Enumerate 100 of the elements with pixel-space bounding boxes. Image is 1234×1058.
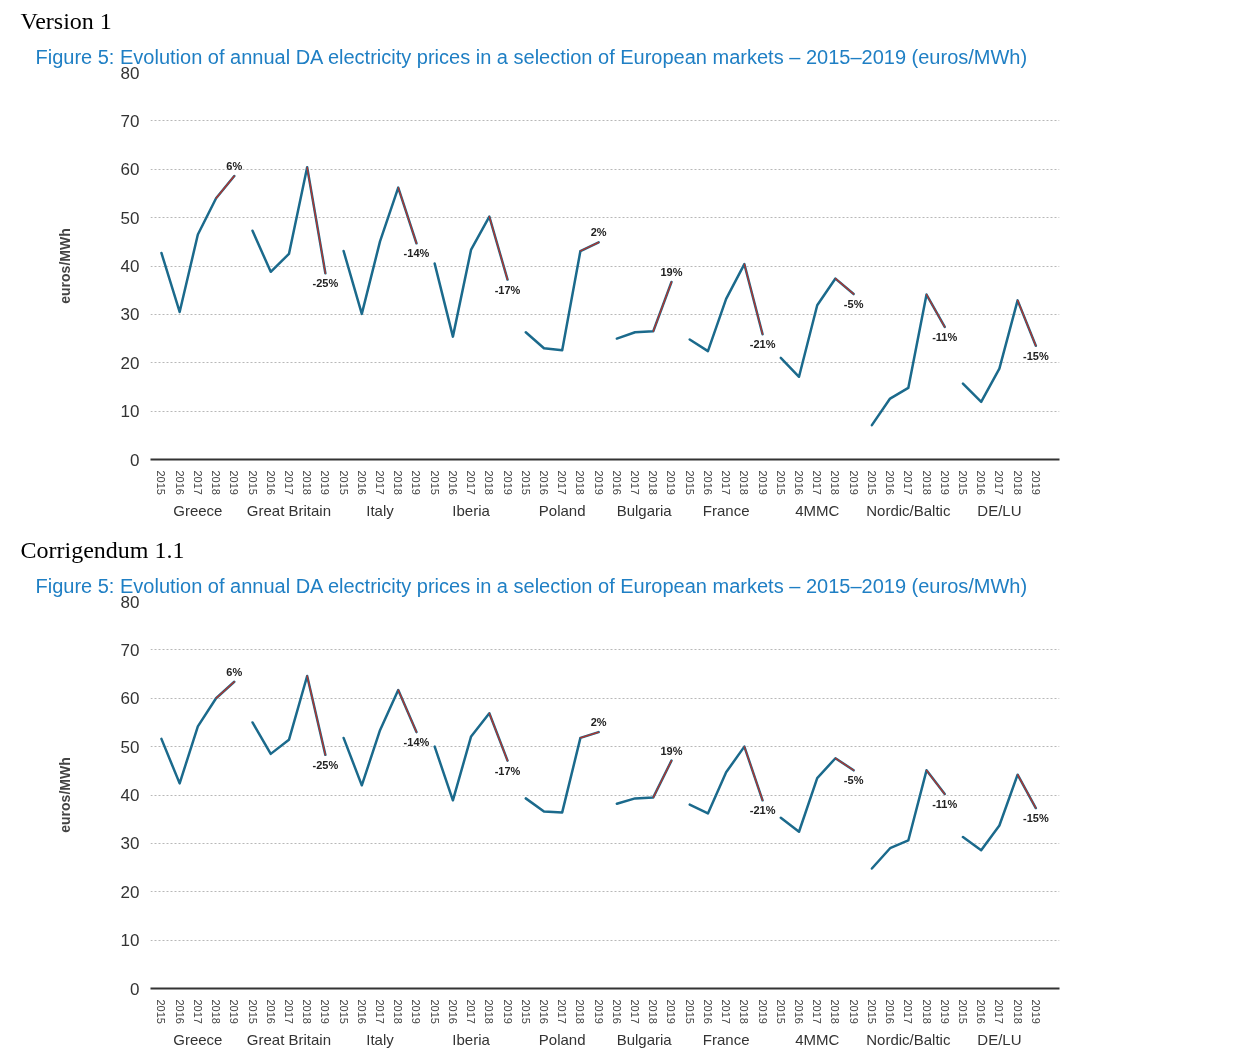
text: Bulgaria	[616, 1030, 673, 1048]
annotation: 6%	[226, 665, 243, 678]
y-tick-label: 40	[120, 257, 140, 276]
x-tick-label: 2017	[556, 999, 569, 1024]
text: France	[702, 1030, 750, 1048]
text: Iberia	[452, 1030, 491, 1048]
x-tick-label: 2018	[829, 999, 842, 1024]
x-tick-label: 2017	[720, 999, 733, 1024]
text: Iberia	[452, 501, 491, 519]
x-tick-label: 2018	[210, 999, 223, 1024]
x-tick-label: 2019	[1029, 999, 1042, 1024]
x-tick-label: 2017	[191, 999, 204, 1024]
x-tick-label: 2017	[629, 470, 642, 495]
annotation: 6%	[226, 160, 243, 173]
annotation: -11%	[932, 798, 958, 811]
annotation: -14%	[403, 736, 430, 749]
y-tick-label: 50	[120, 208, 140, 228]
x-tick-label: 2016	[884, 470, 897, 495]
x-tick-label: 2015	[519, 999, 532, 1024]
x-tick-label: 2015	[246, 470, 259, 495]
x-tick-label: 2016	[975, 470, 988, 495]
x-tick-label: 2019	[501, 999, 514, 1024]
x-tick-label: 2015	[774, 999, 787, 1024]
x-tick-label: 2019	[592, 470, 605, 495]
x-tick-label: 2015	[683, 999, 696, 1024]
x-tick-label: 2018	[738, 999, 751, 1024]
x-tick-label: 2018	[483, 999, 496, 1024]
x-tick-label: 2019	[319, 470, 332, 495]
annotation: 2%	[590, 226, 607, 239]
text: DE/LU	[977, 501, 1022, 519]
x-tick-label: 2015	[246, 999, 259, 1024]
x-tick-label: 2017	[993, 470, 1006, 495]
y-tick-label: 20	[120, 882, 140, 902]
x-tick-label: 2019	[228, 999, 241, 1024]
x-tick-label: 2017	[902, 999, 915, 1024]
x-tick-label: 2017	[374, 470, 387, 495]
x-tick-label: 2019	[756, 470, 769, 495]
x-tick-label: 2019	[665, 470, 678, 495]
x-tick-label: 2015	[428, 999, 441, 1024]
text: Great Britain	[246, 501, 332, 519]
y-tick-label: 10	[120, 402, 140, 422]
annotation: -5%	[843, 774, 864, 787]
y-tick-label: 60	[120, 160, 140, 180]
x-tick-label: 2018	[920, 470, 933, 495]
x-tick-label: 2017	[465, 999, 478, 1024]
x-tick-label: 2019	[228, 470, 241, 495]
y-tick-label: 50	[120, 737, 140, 757]
annotation: -21%	[749, 804, 776, 817]
text: Nordic/Baltic	[866, 1030, 951, 1048]
x-tick-label: 2015	[683, 470, 696, 495]
x-tick-label: 2017	[629, 999, 642, 1024]
x-tick-label: 2018	[574, 470, 587, 495]
x-tick-label: 2017	[465, 470, 478, 495]
x-tick-label: 2019	[938, 470, 951, 495]
x-tick-label: 2016	[446, 999, 459, 1024]
x-tick-label: 2016	[537, 999, 550, 1024]
annotation: 2%	[590, 716, 607, 729]
text: 4MMC	[795, 501, 840, 519]
x-tick-label: 2019	[592, 999, 605, 1024]
annotation: -21%	[749, 338, 776, 351]
y-tick-label: 70	[120, 640, 140, 660]
y-tick-label: 30	[120, 305, 140, 325]
x-tick-label: 2019	[938, 999, 951, 1024]
x-tick-label: 2016	[355, 999, 368, 1024]
x-tick-label: 2019	[1029, 470, 1042, 495]
x-tick-label: 2018	[829, 470, 842, 495]
x-tick-label: 2015	[519, 470, 532, 495]
x-tick-label: 2015	[865, 470, 878, 495]
x-tick-label: 2016	[446, 470, 459, 495]
annotation: -25%	[312, 277, 339, 290]
x-tick-label: 2016	[701, 470, 714, 495]
x-tick-label: 2019	[756, 999, 769, 1024]
x-tick-label: 2019	[501, 470, 514, 495]
x-tick-label: 2017	[191, 470, 204, 495]
x-tick-label: 2017	[282, 999, 295, 1024]
x-tick-label: 2016	[537, 470, 550, 495]
x-tick-label: 2019	[410, 999, 423, 1024]
text: Poland	[538, 501, 586, 519]
annotation: -17%	[494, 283, 521, 296]
x-tick-label: 2016	[610, 470, 623, 495]
x-tick-label: 2016	[264, 470, 277, 495]
annotation: 19%	[660, 265, 683, 278]
x-tick-label: 2016	[701, 999, 714, 1024]
x-tick-label: 2017	[282, 470, 295, 495]
x-tick-label: 2019	[665, 999, 678, 1024]
x-tick-label: 2018	[738, 470, 751, 495]
text: Great Britain	[246, 1030, 332, 1048]
x-tick-label: 2016	[975, 999, 988, 1024]
x-tick-label: 2018	[483, 470, 496, 495]
text: Greece	[173, 501, 223, 519]
x-tick-label: 2017	[993, 999, 1006, 1024]
x-tick-label: 2019	[319, 999, 332, 1024]
x-tick-label: 2015	[155, 470, 168, 495]
text: 4MMC	[795, 1030, 840, 1048]
chart-title: Version 1	[20, 7, 112, 34]
y-axis-title: euros/MWh	[56, 757, 73, 833]
annotation: -25%	[312, 758, 339, 771]
x-tick-label: 2018	[1011, 999, 1024, 1024]
x-tick-label: 2016	[793, 470, 806, 495]
y-tick-label: 60	[120, 689, 140, 709]
